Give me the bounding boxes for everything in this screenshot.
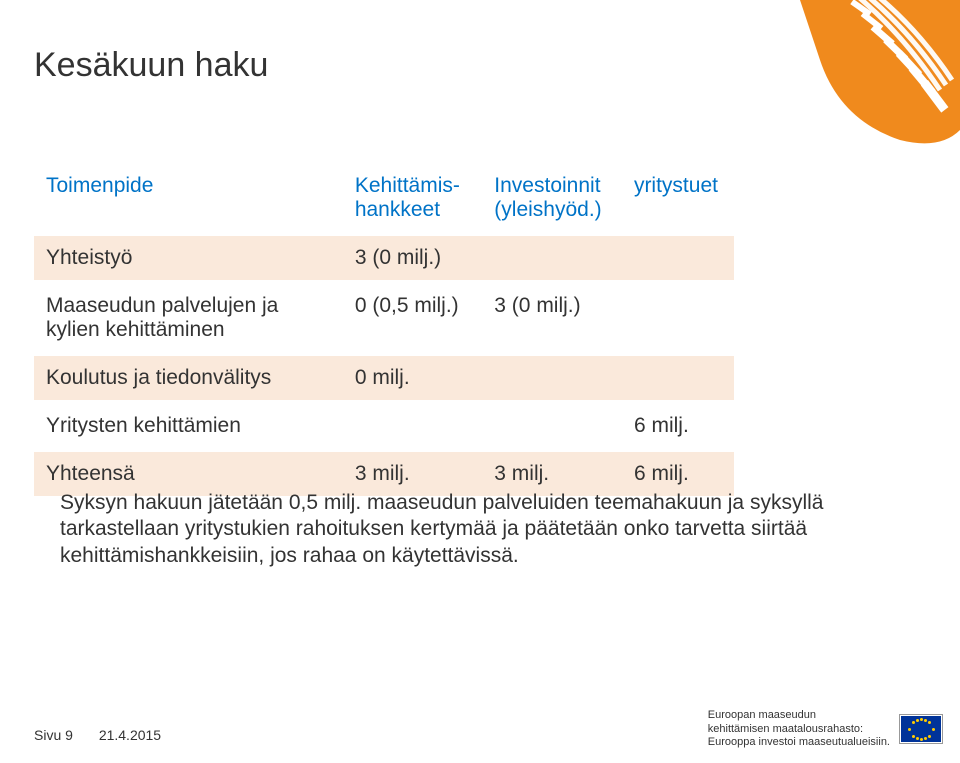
footer-date: 21.4.2015	[99, 727, 161, 743]
table-row: Koulutus ja tiedonvälitys0 milj.	[34, 356, 734, 400]
slide-title: Kesäkuun haku	[34, 46, 268, 85]
table-cell: Koulutus ja tiedonvälitys	[34, 356, 343, 400]
eu-flag-icon	[900, 715, 942, 743]
table-cell: Yhteistyö	[34, 236, 343, 280]
eu-attribution: Euroopan maaseudun kehittämisen maatalou…	[708, 709, 942, 749]
table-cell	[343, 404, 482, 448]
eu-line: kehittämisen maatalousrahasto:	[708, 723, 890, 736]
table-cell: 0 (0,5 milj.)	[343, 284, 482, 352]
page-number: Sivu 9	[34, 727, 73, 743]
table-header: Toimenpide	[34, 164, 343, 232]
eu-line: Eurooppa investoi maaseutualueisiin.	[708, 736, 890, 749]
table-cell	[482, 404, 622, 448]
table-row: Yritysten kehittämien 6 milj.	[34, 404, 734, 448]
footer-left: Sivu 9 21.4.2015	[34, 727, 161, 743]
table-cell	[622, 284, 734, 352]
table-cell: Maaseudun palvelujen ja kylien kehittämi…	[34, 284, 343, 352]
table-cell	[482, 236, 622, 280]
table-cell	[482, 356, 622, 400]
body-paragraph: Syksyn hakuun jätetään 0,5 milj. maaseud…	[60, 490, 860, 569]
table-header: Kehittämis-hankkeet	[343, 164, 482, 232]
table-cell: 0 milj.	[343, 356, 482, 400]
table-cell	[622, 356, 734, 400]
table-row: Maaseudun palvelujen ja kylien kehittämi…	[34, 284, 734, 352]
table-row: Yhteistyö3 (0 milj.)	[34, 236, 734, 280]
table-header: yritystuet	[622, 164, 734, 232]
table-header: Investoinnit (yleishyöd.)	[482, 164, 622, 232]
table-cell: 6 milj.	[622, 404, 734, 448]
table-cell: 3 (0 milj.)	[343, 236, 482, 280]
corner-graphic	[740, 0, 960, 180]
eu-line: Euroopan maaseudun	[708, 709, 890, 722]
table-cell: Yritysten kehittämien	[34, 404, 343, 448]
table-cell	[622, 236, 734, 280]
table-cell: 3 (0 milj.)	[482, 284, 622, 352]
funding-table: Toimenpide Kehittämis-hankkeet Investoin…	[34, 160, 734, 500]
